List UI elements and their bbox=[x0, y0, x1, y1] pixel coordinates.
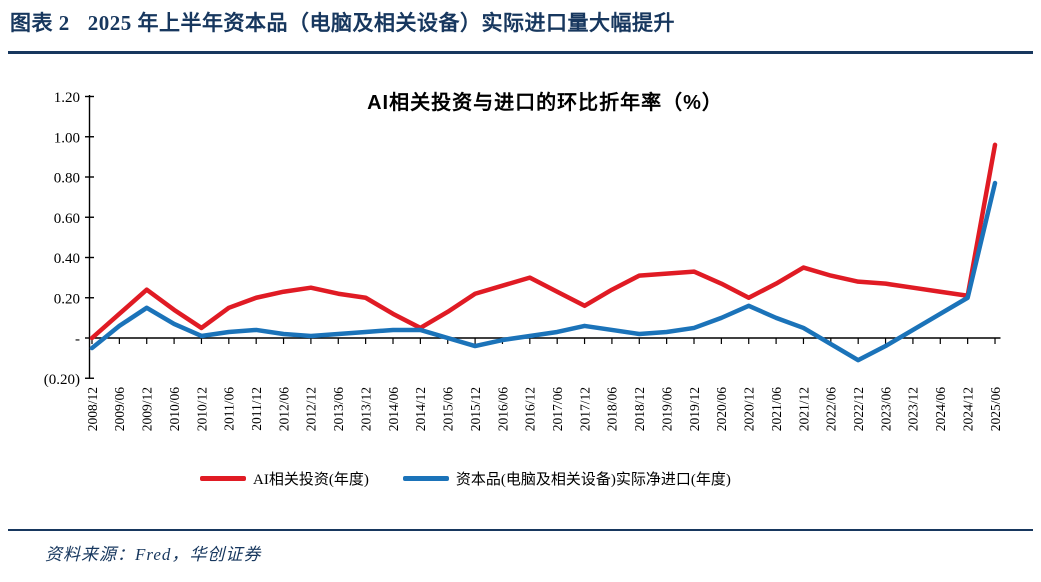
x-tick-label: 2021/12 bbox=[796, 387, 811, 431]
x-tick-label: 2011/06 bbox=[222, 387, 237, 431]
series-line-ai-investment bbox=[89, 142, 998, 341]
y-tick-label: 0.80 bbox=[54, 171, 80, 187]
x-tick-label: 2015/06 bbox=[441, 387, 456, 432]
x-tick-label: 2020/06 bbox=[714, 387, 729, 432]
chart-title: AI相关投资与进口的环比折年率（%） bbox=[367, 92, 723, 114]
x-tick-label: 2024/12 bbox=[960, 387, 975, 431]
x-tick-label: 2019/06 bbox=[659, 387, 674, 432]
x-tick-label: 2008/12 bbox=[85, 387, 100, 431]
x-tick-label: 2012/06 bbox=[276, 387, 291, 432]
x-tick-label: 2024/06 bbox=[933, 387, 948, 432]
x-tick-label: 2016/12 bbox=[523, 387, 538, 431]
figure-header: 图表 2 2025 年上半年资本品（电脑及相关设备）实际进口量大幅提升 bbox=[10, 7, 675, 37]
x-tick-label: 2012/12 bbox=[304, 387, 319, 431]
y-tick-label: 1.20 bbox=[54, 90, 80, 106]
x-tick-label: 2015/12 bbox=[468, 387, 483, 431]
legend-line-icon-capital-goods-imports bbox=[402, 476, 449, 481]
figure-title: 2025 年上半年资本品（电脑及相关设备）实际进口量大幅提升 bbox=[87, 11, 675, 35]
x-tick-label: 2014/06 bbox=[386, 387, 401, 432]
y-tick-label: 0.40 bbox=[54, 251, 80, 267]
x-tick-label: 2022/06 bbox=[824, 387, 839, 432]
x-tick-label: 2020/12 bbox=[742, 387, 757, 431]
legend-label-ai-investment: AI相关投资(年度) bbox=[253, 472, 369, 488]
x-tick-label: 2014/12 bbox=[413, 387, 428, 431]
x-tick-label: 2025/06 bbox=[988, 387, 1003, 432]
x-tick-label: 2023/12 bbox=[906, 387, 921, 431]
legend-label-capital-goods-imports: 资本品(电脑及相关设备)实际净进口(年度) bbox=[455, 472, 731, 488]
y-tick-label: 0.20 bbox=[54, 291, 80, 307]
x-tick-label: 2017/06 bbox=[550, 387, 565, 432]
x-tick-label: 2010/12 bbox=[194, 387, 209, 431]
y-tick-label: - bbox=[75, 332, 80, 348]
x-tick-label: 2018/12 bbox=[632, 387, 647, 431]
x-tick-label: 2013/06 bbox=[331, 387, 346, 432]
x-tick-label: 2023/06 bbox=[878, 387, 893, 432]
y-tick-label: (0.20) bbox=[44, 372, 80, 388]
x-tick-label: 2018/06 bbox=[605, 387, 620, 432]
legend-line-icon-ai-investment bbox=[200, 476, 246, 481]
x-tick-label: 2019/12 bbox=[687, 387, 702, 431]
x-tick-label: 2016/06 bbox=[495, 387, 510, 432]
x-tick-label: 2017/12 bbox=[577, 387, 592, 431]
y-tick-label: 0.60 bbox=[54, 211, 80, 227]
x-tick-label: 2010/06 bbox=[167, 387, 182, 432]
x-tick-label: 2022/12 bbox=[851, 387, 866, 431]
footer-divider bbox=[8, 529, 1033, 531]
x-tick-label: 2009/12 bbox=[140, 387, 155, 431]
figure-number: 图表 2 bbox=[10, 11, 70, 35]
series-line-capital-goods-imports bbox=[89, 180, 998, 363]
chart-legend: AI相关投资(年度) 资本品(电脑及相关设备)实际净进口(年度) bbox=[200, 468, 900, 489]
x-tick-label: 2021/06 bbox=[769, 387, 784, 432]
x-tick-label: 2009/06 bbox=[112, 387, 127, 432]
y-tick-label: 1.00 bbox=[54, 130, 80, 146]
header-divider bbox=[8, 51, 1033, 54]
data-source: 资料来源：Fred，华创证券 bbox=[45, 545, 262, 564]
x-tick-label: 2013/12 bbox=[358, 387, 373, 431]
x-tick-label: 2011/12 bbox=[249, 387, 264, 431]
